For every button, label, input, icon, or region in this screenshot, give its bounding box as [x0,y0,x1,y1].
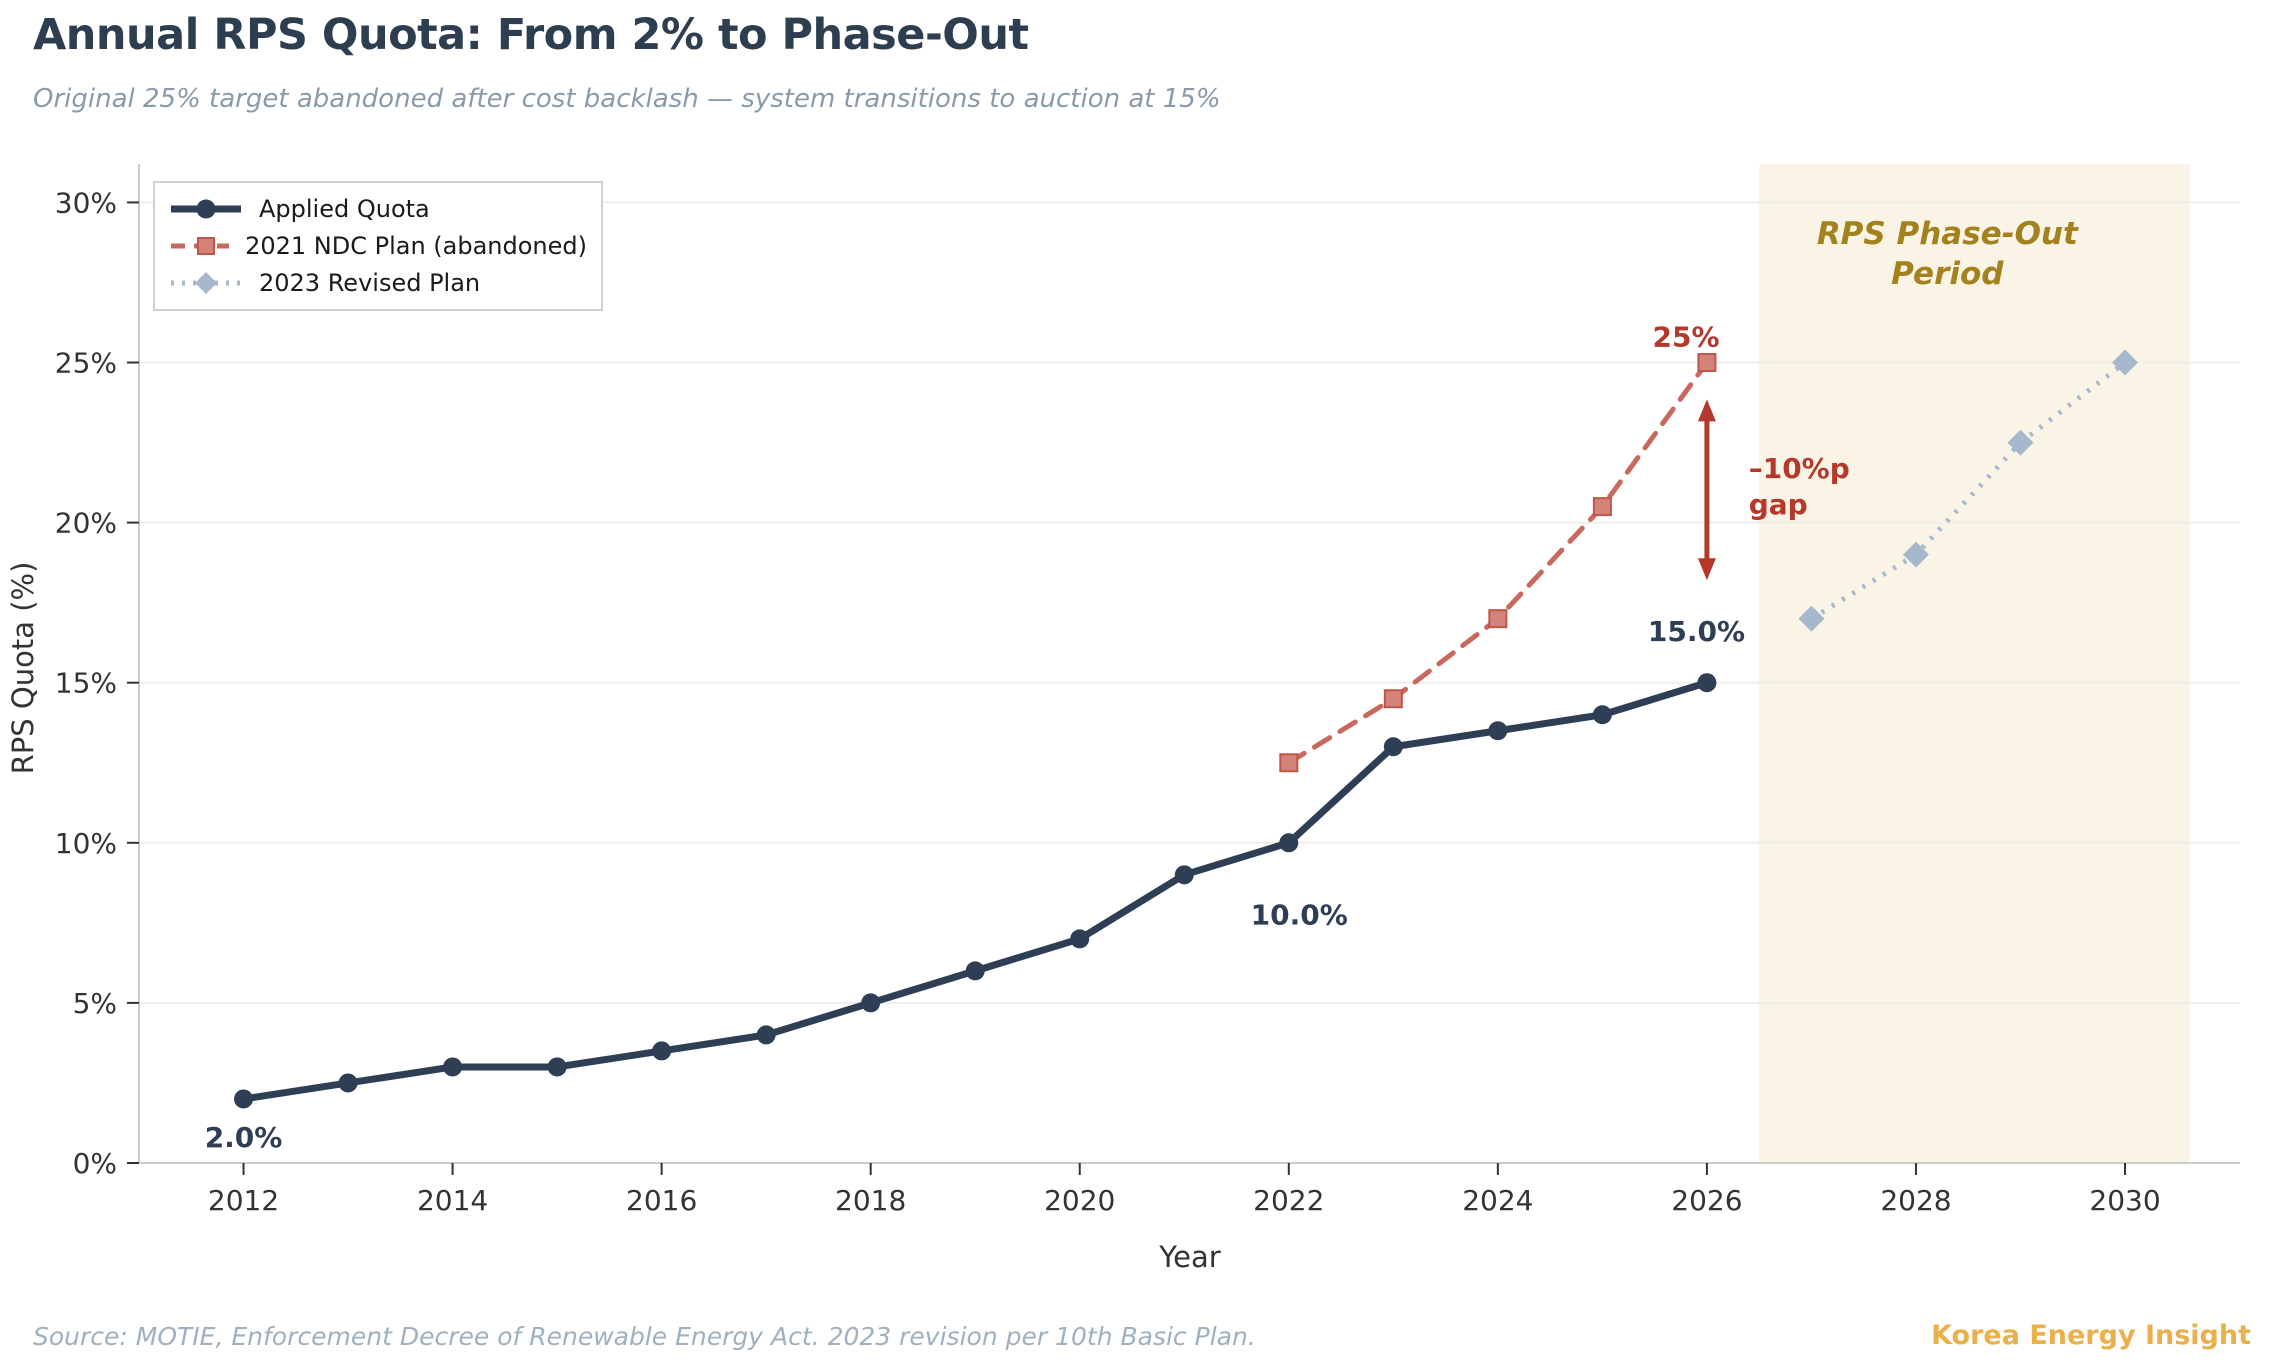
source-note: Source: MOTIE, Enforcement Decree of Ren… [33,1322,1256,1351]
marker-diamond [1798,605,1825,632]
chart-title: Annual RPS Quota: From 2% to Phase-Out [33,10,1029,60]
y-tick-label: 10% [55,827,117,860]
marker-circle [652,1041,672,1061]
legend-item-0: Applied Quota [169,192,587,226]
marker-square [1488,609,1508,629]
label-2012-value: 2.0% [205,1121,283,1154]
marker-circle [1174,865,1194,885]
legend-square-marker-icon [171,237,230,255]
x-tick-label: 2020 [1044,1184,1115,1217]
marker-diamond [2112,349,2139,376]
marker-circle [338,1073,358,1093]
x-tick-label: 2018 [835,1184,906,1217]
x-tick-label: 2024 [1462,1184,1533,1217]
legend-item-1: 2021 NDC Plan (abandoned) [169,229,587,263]
label-2026-value: 15.0% [1648,615,1745,648]
x-tick-label: 2028 [1880,1184,1951,1217]
x-axis-label: Year [1158,1240,1220,1274]
marker-circle [1279,833,1299,853]
label-ndc-peak: 25% [1652,321,1719,354]
marker-circle [1697,673,1717,693]
marker-circle [1592,705,1612,725]
y-tick-label: 5% [73,987,117,1020]
legend-item-2: 2023 Revised Plan [169,266,587,300]
series-line-2 [1810,360,2127,621]
marker-diamond [1902,541,1929,568]
legend-circle-marker-icon [171,199,241,219]
chart-subtitle: Original 25% target abandoned after cost… [33,84,1221,114]
marker-circle [861,993,881,1013]
x-tick-label: 2030 [2089,1184,2160,1217]
label-gap: –10%p gap [1749,452,1850,521]
marker-circle [234,1089,254,1109]
legend-label: 2023 Revised Plan [259,269,481,297]
brand-credit: Korea Energy Insight [1931,1320,2251,1351]
x-tick-label: 2016 [626,1184,697,1217]
marker-circle [1070,929,1090,949]
y-tick-label: 0% [73,1147,117,1180]
gap-arrow-head-up [1697,399,1716,422]
legend: Applied Quota 2021 NDC Plan (abandoned) 20… [153,181,603,311]
marker-diamond [2007,429,2034,456]
legend-label: Applied Quota [259,195,430,223]
phase-out-band [1759,164,2190,1163]
marker-square [1383,689,1403,709]
y-tick-label: 30% [55,186,117,219]
x-tick-label: 2026 [1671,1184,1742,1217]
series-line-0 [240,679,1711,1103]
x-tick-label: 2012 [208,1184,279,1217]
marker-circle [1488,721,1508,741]
marker-circle [965,961,985,981]
legend-label: 2021 NDC Plan (abandoned) [245,232,587,260]
label-2022-value: 10.0% [1251,898,1348,931]
marker-square [1697,353,1717,373]
marker-circle [756,1025,776,1045]
x-tick-label: 2022 [1253,1184,1324,1217]
marker-square [1279,753,1299,773]
x-tick-label: 2014 [417,1184,488,1217]
gap-arrow-head-down [1697,558,1716,581]
phase-out-label: RPS Phase-Out Period [1817,216,2079,292]
marker-circle [1383,737,1403,757]
marker-square [1592,497,1612,517]
marker-circle [443,1057,463,1077]
y-axis-label: RPS Quota (%) [6,562,40,775]
marker-circle [547,1057,567,1077]
y-tick-label: 20% [55,507,117,540]
y-tick-label: 15% [55,667,117,700]
y-tick-label: 25% [55,347,117,380]
legend-diamond-marker-icon [171,272,241,294]
